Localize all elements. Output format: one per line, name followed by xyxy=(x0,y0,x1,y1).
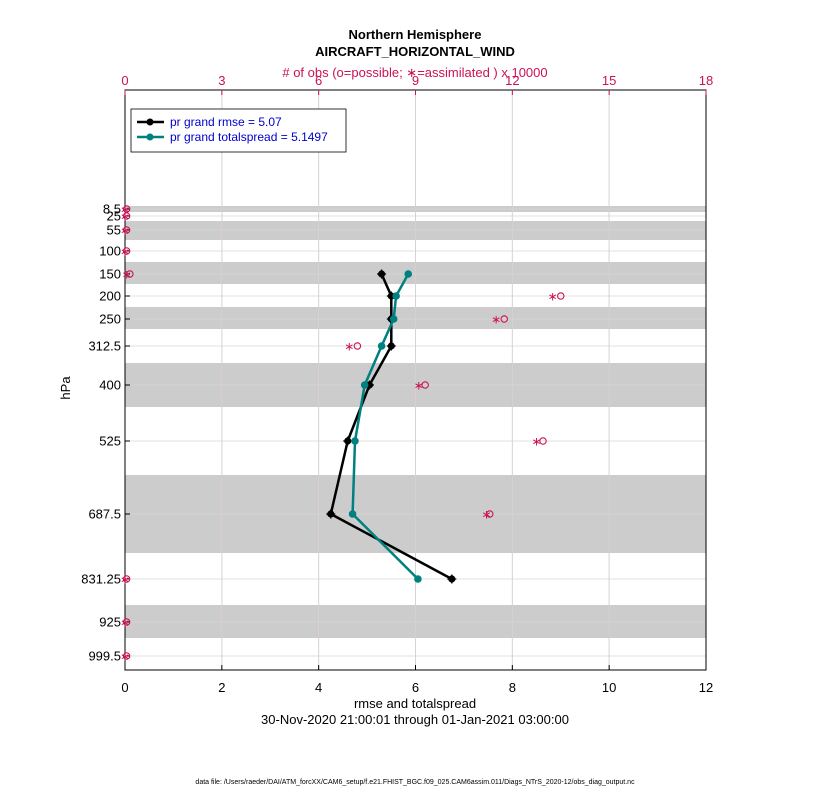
series-line-spread xyxy=(351,273,419,580)
obs-possible-999.5 xyxy=(122,652,131,660)
top-tick-label-9: 9 xyxy=(412,73,419,88)
obs-possible-400 xyxy=(421,381,429,389)
top-tick-label-18: 18 xyxy=(699,73,713,88)
grid-lines xyxy=(125,90,706,670)
y-tick-label-250: 250 xyxy=(99,312,121,327)
top-tick-label-3: 3 xyxy=(218,73,225,88)
spread-point-400 xyxy=(360,381,369,389)
x-tick-label-10: 10 xyxy=(602,680,616,695)
obs-possible-831.25 xyxy=(122,575,131,583)
x-tick-label-8: 8 xyxy=(509,680,516,695)
obs-possible-25 xyxy=(122,212,131,220)
y-tick-label-200: 200 xyxy=(99,289,121,304)
obs-assimilated-687.5: ∗ xyxy=(481,508,491,522)
obs-assimilated-831.25: ∗ xyxy=(120,573,130,587)
y-tick-label-55: 55 xyxy=(107,223,121,238)
y-tick-label-687.5: 687.5 xyxy=(88,507,121,522)
footnote: data file: /Users/raeder/DAI/ATM_forcXX/… xyxy=(195,779,635,786)
obs-possible-250 xyxy=(500,315,509,323)
y-tick-label-312.5: 312.5 xyxy=(88,339,121,354)
obs-assimilated-150: ∗ xyxy=(122,268,132,282)
obs-assimilated-999.5: ∗ xyxy=(120,650,130,664)
top-tick-label-6: 6 xyxy=(315,73,322,88)
y-tick-label-831.25: 831.25 xyxy=(81,572,121,587)
x-tick-label-0: 0 xyxy=(121,680,128,695)
x-axis-label: rmse and totalspread xyxy=(354,696,476,711)
y-tick-label-8.5: 8.5 xyxy=(103,202,121,217)
obs-possible-55 xyxy=(122,226,131,234)
obs-possible-925 xyxy=(122,618,131,626)
spread-point-150 xyxy=(404,270,413,278)
y-tick-label-525: 525 xyxy=(99,434,121,449)
obs-possible-100 xyxy=(122,247,131,255)
spread-point-525 xyxy=(351,437,359,445)
spread-point-200 xyxy=(392,292,400,300)
obs-assimilated-525: ∗ xyxy=(532,435,542,449)
rmse-point-star-831.25 xyxy=(447,574,457,584)
obs-possible-312.5 xyxy=(353,342,362,350)
chart-subtitle: AIRCRAFT_HORIZONTAL_WIND xyxy=(315,44,515,59)
spread-point-831.25 xyxy=(414,575,422,583)
legend: pr grand rmse = 5.07 pr grand totalsprea… xyxy=(130,108,347,153)
rmse-point-star-150 xyxy=(377,269,387,279)
x-tick-label-12: 12 xyxy=(699,680,713,695)
x-tick-label-4: 4 xyxy=(315,680,322,695)
top-tick-label-12: 12 xyxy=(505,73,519,88)
top-tick-label-0: 0 xyxy=(121,73,128,88)
legend-box xyxy=(130,108,347,153)
legend-spread-label: pr grand totalspread = 5.1497 xyxy=(170,130,328,144)
y-axis-label: hPa xyxy=(58,376,73,400)
top-tick-label-15: 15 xyxy=(602,73,616,88)
x-tick-label-6: 6 xyxy=(412,680,419,695)
spread-point-687.5 xyxy=(348,510,357,518)
obs-assimilated-925: ∗ xyxy=(120,616,130,630)
obs-assimilated-8.5: ∗ xyxy=(120,203,130,217)
rmse-point-star-687.5 xyxy=(326,509,336,519)
obs-assimilated-400: ∗ xyxy=(414,379,424,393)
rmse-point-star-312.5 xyxy=(386,341,396,351)
legend-rmse-label: pr grand rmse = 5.07 xyxy=(170,115,282,129)
y-tick-label-925: 925 xyxy=(99,615,121,630)
data-series xyxy=(326,269,457,584)
chart-title: Northern Hemisphere xyxy=(349,27,482,42)
obs-possible-525 xyxy=(539,437,547,445)
obs-assimilated-250: ∗ xyxy=(491,313,501,327)
top-axis-label: # of obs (o=possible; ∗=assimilated ) x … xyxy=(282,65,547,80)
y-tick-label-100: 100 xyxy=(99,244,121,259)
obs-assimilated-312.5: ∗ xyxy=(344,340,354,354)
obs-possible-150 xyxy=(126,270,134,278)
y-tick-label-999.5: 999.5 xyxy=(88,649,121,664)
obs-possible-687.5 xyxy=(485,510,494,518)
obs-assimilated-25: ∗ xyxy=(120,210,130,224)
spread-point-250 xyxy=(389,315,398,323)
obs-assimilated-200: ∗ xyxy=(548,290,558,304)
rmse-point-star-525 xyxy=(343,436,353,446)
spread-point-312.5 xyxy=(377,342,386,350)
legend-spread-marker xyxy=(146,133,154,141)
y-tick-label-150: 150 xyxy=(99,267,121,282)
y-tick-label-400: 400 xyxy=(99,378,121,393)
obs-possible-8.5 xyxy=(122,205,131,213)
obs-assimilated-55: ∗ xyxy=(120,224,130,238)
legend-rmse-marker xyxy=(146,118,154,126)
obs-assimilated-100: ∗ xyxy=(120,245,130,259)
y-tick-label-25: 25 xyxy=(107,209,121,224)
obs-possible-200 xyxy=(556,292,565,300)
obs-count-markers: ∗∗∗∗∗∗∗∗∗∗∗∗∗∗ xyxy=(120,203,565,664)
x-tick-label-2: 2 xyxy=(218,680,225,695)
date-range: 30-Nov-2020 21:00:01 through 01-Jan-2021… xyxy=(261,712,569,727)
